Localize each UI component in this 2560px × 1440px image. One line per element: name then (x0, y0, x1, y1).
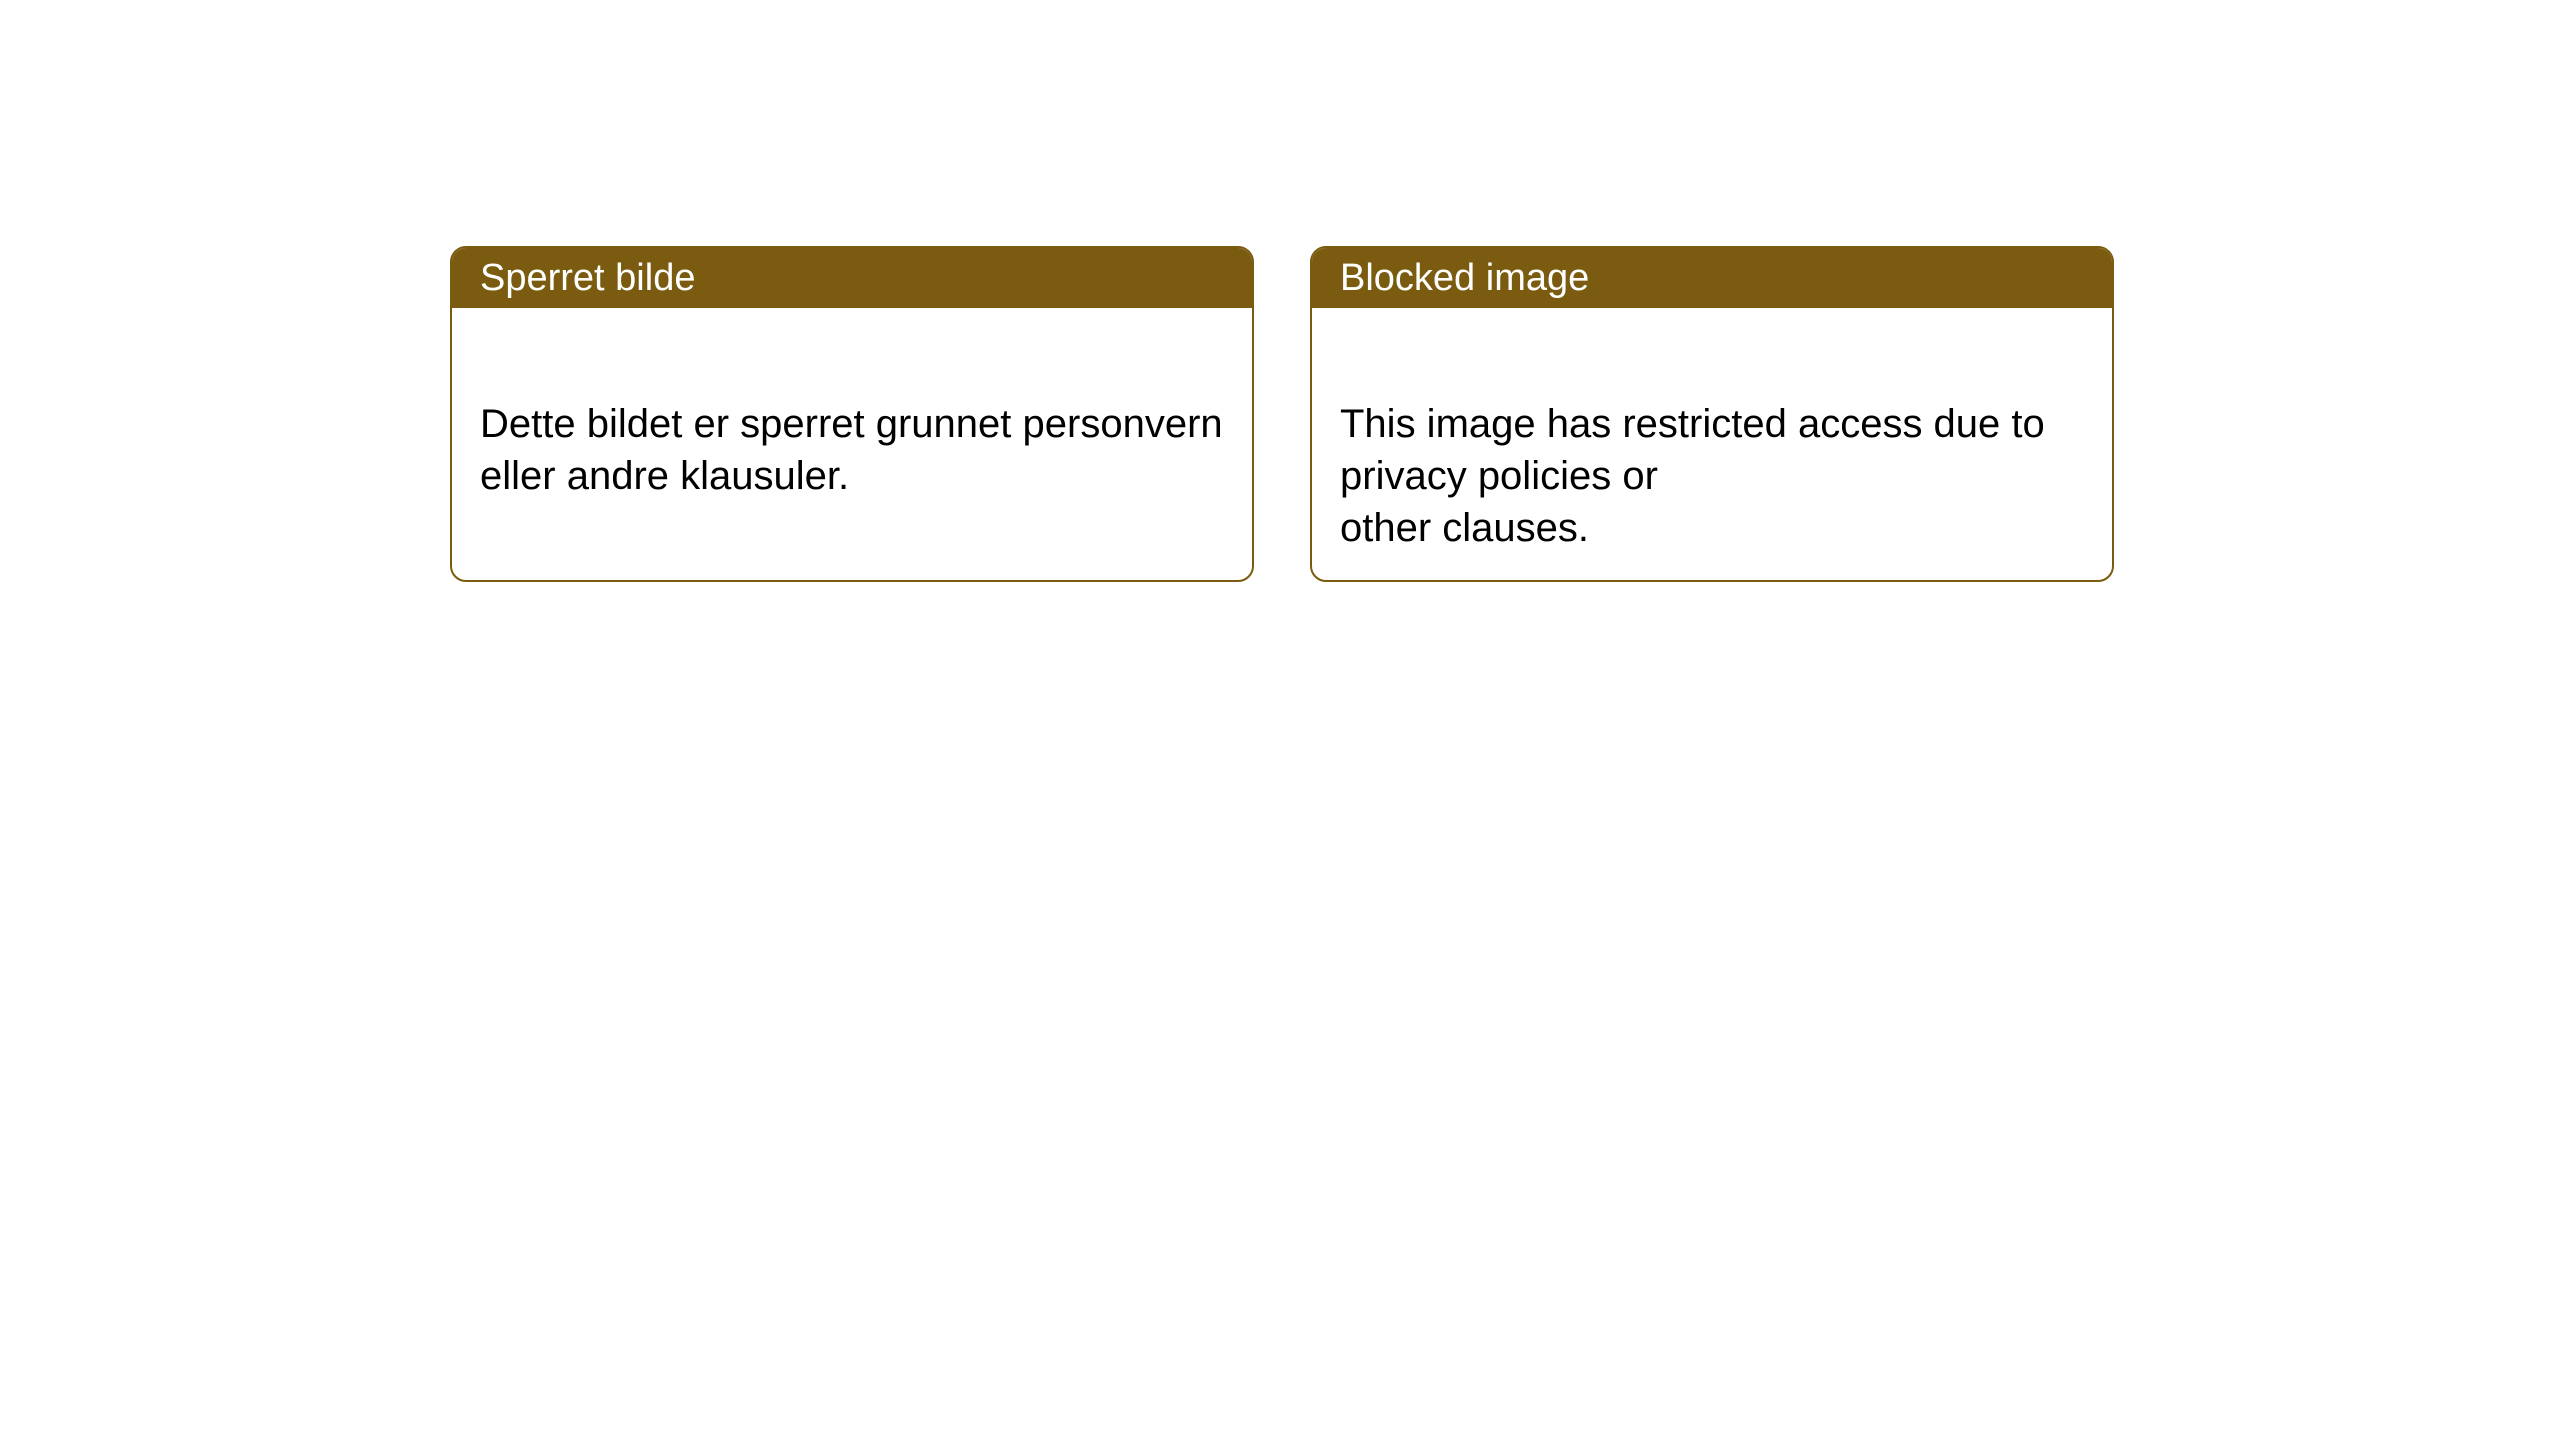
card-body-text: This image has restricted access due to … (1340, 402, 2045, 550)
card-header: Blocked image (1312, 248, 2112, 308)
card-title: Sperret bilde (480, 257, 695, 300)
card-body: Dette bildet er sperret grunnet personve… (452, 308, 1252, 540)
notice-card-norwegian: Sperret bilde Dette bildet er sperret gr… (450, 246, 1254, 582)
card-header: Sperret bilde (452, 248, 1252, 308)
notice-container: Sperret bilde Dette bildet er sperret gr… (450, 246, 2114, 582)
notice-card-english: Blocked image This image has restricted … (1310, 246, 2114, 582)
card-title: Blocked image (1340, 257, 1589, 300)
card-body: This image has restricted access due to … (1312, 308, 2112, 582)
card-body-text: Dette bildet er sperret grunnet personve… (480, 402, 1223, 498)
